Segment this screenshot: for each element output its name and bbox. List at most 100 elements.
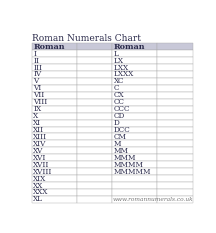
Bar (77, 57, 112, 64)
Text: CX: CX (114, 91, 124, 99)
Bar (112, 175, 157, 182)
Bar (32, 189, 77, 196)
Bar (157, 113, 193, 120)
Bar (112, 78, 157, 85)
Text: MMM: MMM (114, 154, 136, 162)
Text: L: L (114, 50, 119, 58)
Bar (32, 120, 77, 127)
Bar (77, 196, 112, 203)
Text: VII: VII (33, 91, 45, 99)
Bar (32, 127, 77, 134)
Text: Roman: Roman (114, 43, 145, 51)
Text: XX: XX (33, 182, 44, 189)
Text: C: C (114, 84, 119, 92)
Bar (112, 64, 157, 71)
Bar (32, 113, 77, 120)
Text: XI: XI (33, 119, 41, 127)
Text: CCC: CCC (114, 105, 130, 113)
Bar (32, 64, 77, 71)
Text: M: M (114, 140, 121, 148)
Bar (112, 120, 157, 127)
Bar (157, 168, 193, 175)
Text: XVIII: XVIII (33, 168, 53, 176)
Bar (77, 106, 112, 113)
Text: VI: VI (33, 84, 42, 92)
Text: XIX: XIX (33, 175, 47, 183)
Bar (112, 127, 157, 134)
Bar (77, 189, 112, 196)
Bar (77, 71, 112, 78)
Bar (32, 43, 77, 50)
Bar (157, 196, 193, 203)
Bar (77, 43, 112, 50)
Bar (157, 189, 193, 196)
Bar (157, 175, 193, 182)
Bar (32, 161, 77, 168)
Bar (32, 168, 77, 175)
Bar (77, 64, 112, 71)
Bar (32, 182, 77, 189)
Text: IX: IX (33, 105, 41, 113)
Text: II: II (33, 57, 39, 65)
Bar (77, 161, 112, 168)
Text: V: V (33, 77, 39, 85)
Text: www.romannumerals.co.uk: www.romannumerals.co.uk (112, 197, 193, 202)
Text: LXXX: LXXX (114, 70, 134, 79)
Bar (157, 50, 193, 57)
Bar (112, 134, 157, 140)
Bar (112, 182, 157, 189)
Bar (77, 134, 112, 140)
Bar (157, 64, 193, 71)
Bar (157, 154, 193, 161)
Text: IV: IV (33, 70, 42, 79)
Bar (32, 106, 77, 113)
Text: CC: CC (114, 98, 125, 106)
Bar (157, 85, 193, 92)
Text: XVI: XVI (33, 154, 47, 162)
Bar (32, 154, 77, 161)
Bar (157, 106, 193, 113)
Bar (157, 127, 193, 134)
Bar (112, 189, 157, 196)
Text: VIII: VIII (33, 98, 48, 106)
Text: Roman Numerals Chart: Roman Numerals Chart (32, 34, 141, 43)
Bar (77, 78, 112, 85)
Bar (77, 120, 112, 127)
Bar (157, 140, 193, 147)
Text: CM: CM (114, 133, 127, 141)
Bar (32, 134, 77, 140)
Bar (112, 154, 157, 161)
Bar (77, 85, 112, 92)
Bar (32, 99, 77, 106)
Bar (32, 175, 77, 182)
Text: III: III (33, 64, 42, 72)
Bar (77, 50, 112, 57)
Bar (77, 99, 112, 106)
Text: MMMMM: MMMMM (114, 168, 151, 176)
Text: MM: MM (114, 147, 129, 155)
Text: XL: XL (33, 195, 43, 203)
Bar (77, 113, 112, 120)
Bar (32, 50, 77, 57)
Text: I: I (33, 50, 36, 58)
Bar (77, 127, 112, 134)
Bar (157, 43, 193, 50)
Bar (112, 92, 157, 99)
Bar (112, 106, 157, 113)
Bar (77, 92, 112, 99)
Bar (32, 196, 77, 203)
Bar (112, 50, 157, 57)
Bar (32, 85, 77, 92)
Bar (157, 57, 193, 64)
Bar (157, 78, 193, 85)
Text: XIII: XIII (33, 133, 48, 141)
Text: XC: XC (114, 77, 124, 85)
Bar (157, 92, 193, 99)
Bar (157, 99, 193, 106)
Bar (77, 168, 112, 175)
Bar (157, 182, 193, 189)
Bar (112, 85, 157, 92)
Bar (32, 92, 77, 99)
Bar (77, 147, 112, 154)
Bar (112, 99, 157, 106)
